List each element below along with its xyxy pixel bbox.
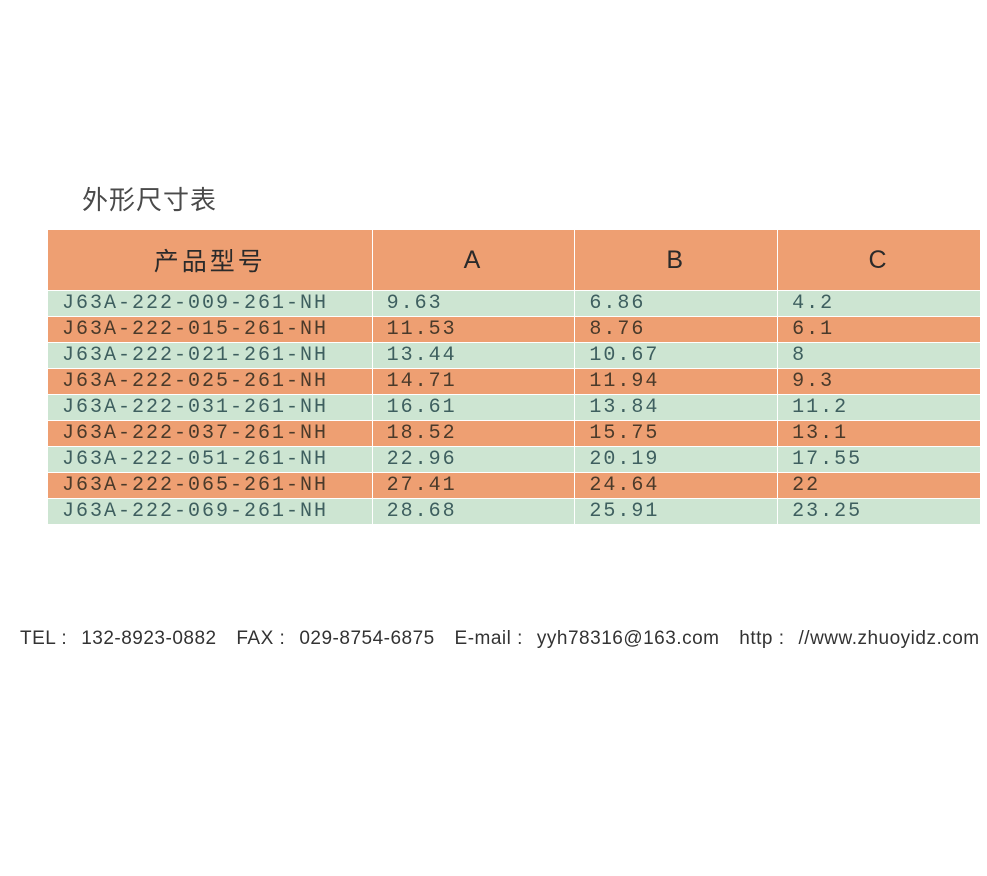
cell-a: 11.53	[372, 317, 575, 343]
email-label: E-mail :	[455, 628, 523, 649]
cell-product: J63A-222-037-261-NH	[48, 421, 373, 447]
cell-a: 9.63	[372, 291, 575, 317]
table-row: J63A-222-015-261-NH 11.53 8.76 6.1	[48, 317, 981, 343]
cell-product: J63A-222-051-261-NH	[48, 447, 373, 473]
cell-product: J63A-222-069-261-NH	[48, 499, 373, 525]
header-product: 产品型号	[48, 230, 373, 291]
cell-product: J63A-222-021-261-NH	[48, 343, 373, 369]
cell-a: 28.68	[372, 499, 575, 525]
cell-c: 13.1	[778, 421, 981, 447]
table-header-row: 产品型号 A B C	[48, 230, 981, 291]
table-row: J63A-222-009-261-NH 9.63 6.86 4.2	[48, 291, 981, 317]
table-row: J63A-222-031-261-NH 16.61 13.84 11.2	[48, 395, 981, 421]
table-row: J63A-222-051-261-NH 22.96 20.19 17.55	[48, 447, 981, 473]
cell-b: 24.64	[575, 473, 778, 499]
tel-value: 132-8923-0882	[81, 628, 216, 649]
table-row: J63A-222-021-261-NH 13.44 10.67 8	[48, 343, 981, 369]
dimension-table: 产品型号 A B C J63A-222-009-261-NH 9.63 6.86…	[47, 229, 981, 525]
content-area: 外形尺寸表 产品型号 A B C J63A-222-009-261-NH 9.6…	[0, 180, 987, 525]
fax-label: FAX :	[236, 628, 285, 649]
cell-b: 13.84	[575, 395, 778, 421]
table-row: J63A-222-025-261-NH 14.71 11.94 9.3	[48, 369, 981, 395]
cell-product: J63A-222-031-261-NH	[48, 395, 373, 421]
cell-b: 15.75	[575, 421, 778, 447]
cell-a: 16.61	[372, 395, 575, 421]
cell-product: J63A-222-025-261-NH	[48, 369, 373, 395]
cell-product: J63A-222-015-261-NH	[48, 317, 373, 343]
cell-c: 4.2	[778, 291, 981, 317]
header-c: C	[778, 230, 981, 291]
cell-c: 9.3	[778, 369, 981, 395]
cell-b: 8.76	[575, 317, 778, 343]
cell-c: 17.55	[778, 447, 981, 473]
cell-a: 18.52	[372, 421, 575, 447]
cell-b: 10.67	[575, 343, 778, 369]
table-title: 外形尺寸表	[82, 180, 987, 217]
cell-b: 25.91	[575, 499, 778, 525]
cell-product: J63A-222-065-261-NH	[48, 473, 373, 499]
cell-c: 6.1	[778, 317, 981, 343]
tel-label: TEL :	[20, 628, 67, 649]
cell-a: 14.71	[372, 369, 575, 395]
http-value: //www.zhuoyidz.com	[799, 628, 980, 649]
cell-a: 13.44	[372, 343, 575, 369]
cell-c: 22	[778, 473, 981, 499]
cell-b: 6.86	[575, 291, 778, 317]
table-row: J63A-222-037-261-NH 18.52 15.75 13.1	[48, 421, 981, 447]
table-row: J63A-222-069-261-NH 28.68 25.91 23.25	[48, 499, 981, 525]
cell-b: 20.19	[575, 447, 778, 473]
table-body: J63A-222-009-261-NH 9.63 6.86 4.2 J63A-2…	[48, 291, 981, 525]
cell-product: J63A-222-009-261-NH	[48, 291, 373, 317]
footer-contact: TEL : 132-8923-0882 FAX : 029-8754-6875 E-…	[20, 628, 987, 650]
cell-a: 22.96	[372, 447, 575, 473]
header-a: A	[372, 230, 575, 291]
cell-c: 23.25	[778, 499, 981, 525]
fax-value: 029-8754-6875	[299, 628, 434, 649]
http-label: http :	[739, 628, 784, 649]
header-b: B	[575, 230, 778, 291]
cell-a: 27.41	[372, 473, 575, 499]
table-row: J63A-222-065-261-NH 27.41 24.64 22	[48, 473, 981, 499]
cell-c: 11.2	[778, 395, 981, 421]
cell-c: 8	[778, 343, 981, 369]
email-value: yyh78316@163.com	[537, 628, 720, 649]
cell-b: 11.94	[575, 369, 778, 395]
